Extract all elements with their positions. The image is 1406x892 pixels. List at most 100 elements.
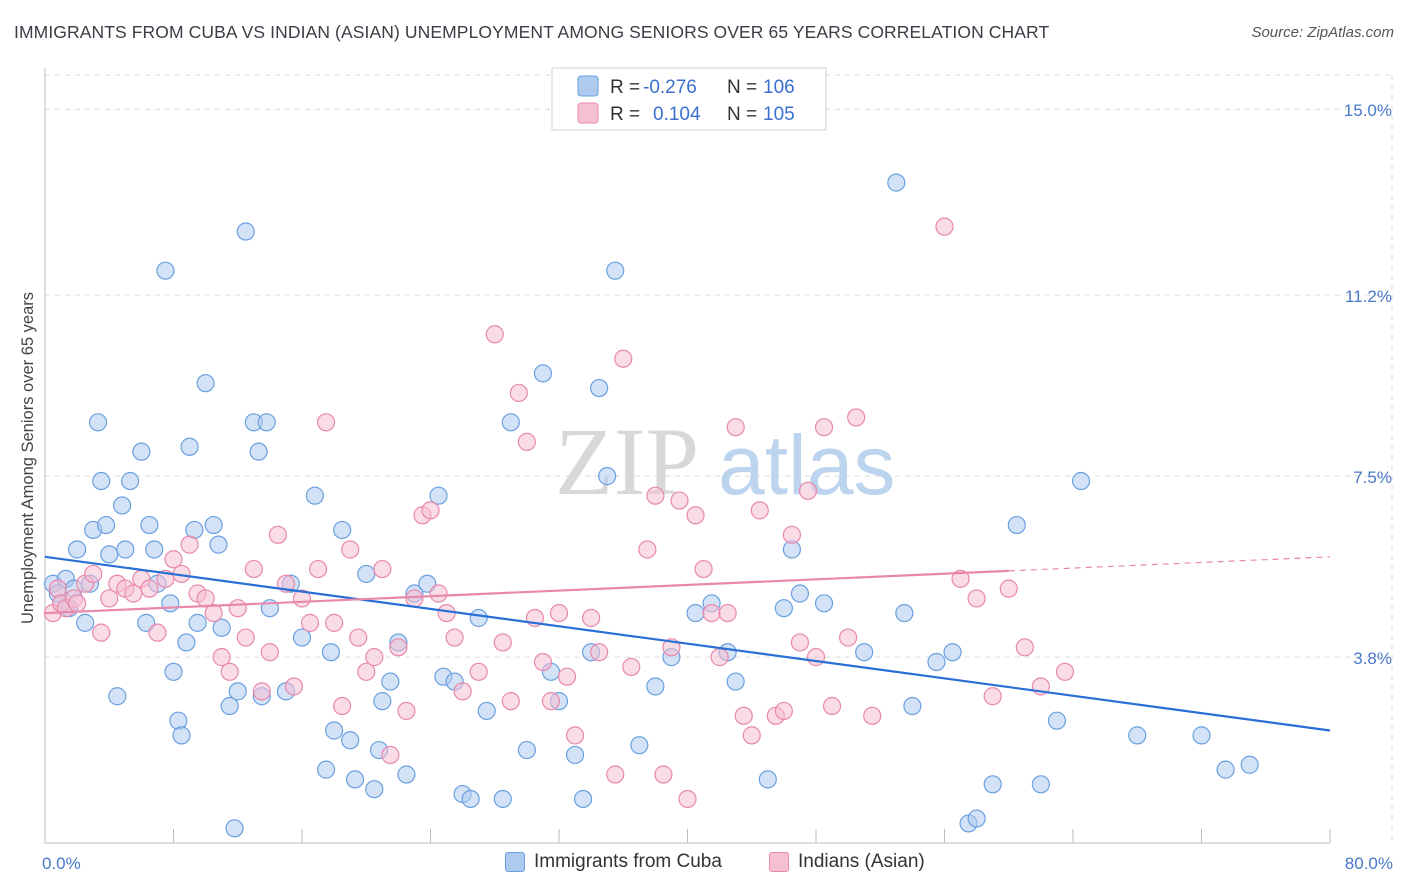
cuba-point <box>903 696 922 716</box>
cuba-point <box>249 442 268 461</box>
indian-point <box>381 745 400 765</box>
cuba-point <box>140 515 159 535</box>
cuba-point <box>116 540 135 559</box>
cuba-point <box>236 222 255 241</box>
indian-point <box>373 559 392 579</box>
indian-trend-line <box>44 569 1009 615</box>
indian-point <box>316 413 336 432</box>
indian-point <box>397 701 416 721</box>
cuba-point <box>493 789 512 809</box>
indian-point <box>437 603 456 623</box>
indian-point <box>822 696 842 716</box>
indian-point <box>718 603 737 623</box>
cuba-point <box>983 775 1002 794</box>
cuba-point <box>1071 471 1091 491</box>
cuba-point <box>967 809 986 828</box>
indian-point <box>967 589 986 608</box>
indian-point <box>557 667 577 686</box>
indian-point <box>493 633 512 652</box>
indian-point <box>357 662 376 681</box>
indian-point <box>541 692 561 711</box>
cuba-point <box>1007 515 1026 535</box>
indian-point <box>935 217 954 236</box>
cuba-point <box>220 696 239 716</box>
indian-point <box>646 486 665 505</box>
indian-point <box>678 789 697 809</box>
cuba-point <box>1192 726 1211 745</box>
y-tick-label: 7.5% <box>1353 468 1392 487</box>
indian-point <box>590 643 609 662</box>
y-tick-label: 11.2% <box>1345 287 1392 306</box>
chart-title: IMMIGRANTS FROM CUBA VS INDIAN (ASIAN) U… <box>14 22 1050 42</box>
cuba-point <box>565 745 585 765</box>
indian-point <box>670 491 689 510</box>
legend-item-cuba[interactable]: Immigrants from Cuba <box>505 851 722 873</box>
cuba-point <box>68 540 87 559</box>
cuba-point <box>573 789 593 809</box>
indian-point <box>100 589 119 608</box>
cuba-point <box>477 701 496 721</box>
indian-point <box>694 559 713 579</box>
cuba-point <box>943 643 962 662</box>
cuba-point <box>112 496 132 515</box>
indian-point <box>983 687 1002 706</box>
indian-point <box>638 540 657 559</box>
cuba-point <box>606 261 625 280</box>
legend-swatch <box>505 852 525 872</box>
indian-point <box>614 349 633 368</box>
legend-swatch-indians <box>577 102 599 124</box>
indian-point <box>863 706 882 725</box>
cuba-point <box>172 726 191 745</box>
cuba-point <box>100 545 119 564</box>
cuba-point <box>1031 775 1050 794</box>
cuba-point <box>726 672 745 691</box>
cuba-point <box>156 261 175 280</box>
legend-n-value-indians: 105 <box>763 104 795 125</box>
legend-n-label-cuba: N = <box>727 77 757 98</box>
trend-lines <box>44 555 1331 732</box>
cuba-point <box>345 770 365 789</box>
indian-point <box>204 603 223 623</box>
cuba-point <box>204 515 223 535</box>
indian-point <box>517 432 536 451</box>
cuba-point <box>397 765 416 784</box>
cuba-point <box>257 413 276 432</box>
indian-point <box>485 325 504 344</box>
legend-r-value-cuba: -0.276 <box>643 77 697 98</box>
indian-point <box>469 662 488 681</box>
cuba-point <box>292 628 312 647</box>
cuba-point <box>887 173 906 192</box>
x-tick-label: 80.0% <box>1345 854 1393 873</box>
indian-point <box>92 623 111 642</box>
indian-point <box>220 662 239 681</box>
cuba-point <box>590 378 609 398</box>
legend-label-indians: Indians (Asian) <box>798 851 925 872</box>
cuba-point <box>76 613 95 632</box>
cuba-point <box>429 486 448 505</box>
y-tick-label: 3.8% <box>1353 649 1392 668</box>
indian-point <box>244 559 263 579</box>
legend-item-indians[interactable]: Indians (Asian) <box>769 851 925 873</box>
cuba-point <box>895 603 914 623</box>
data-points <box>43 173 1259 838</box>
cuba-point <box>501 413 520 432</box>
cuba-point <box>188 613 207 632</box>
indian-point <box>814 418 834 437</box>
indian-point <box>847 408 866 427</box>
cuba-point <box>686 603 705 623</box>
indian-point <box>750 501 769 520</box>
cuba-point <box>1240 755 1259 774</box>
indian-point <box>421 501 440 520</box>
cuba-point <box>132 442 151 461</box>
cuba-point <box>180 437 199 456</box>
cuba-point <box>517 740 536 760</box>
cuba-point <box>381 672 400 691</box>
cuba-point <box>373 692 392 711</box>
cuba-trend-line <box>44 555 1331 732</box>
indian-point <box>180 535 199 554</box>
indian-point <box>1015 638 1034 657</box>
indian-point <box>742 726 761 745</box>
indian-point <box>686 506 705 525</box>
indian-point <box>839 628 858 647</box>
